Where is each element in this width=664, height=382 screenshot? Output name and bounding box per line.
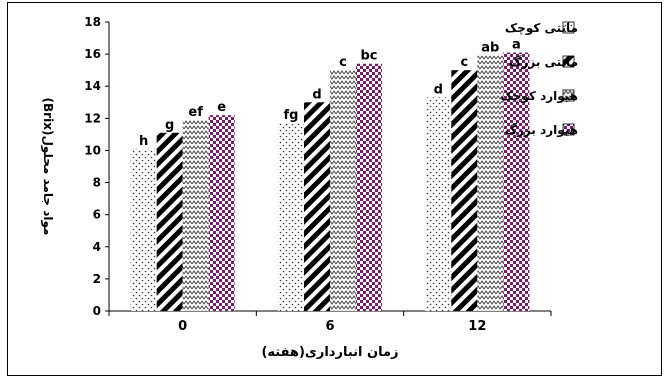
bar-1-cat-0	[130, 148, 157, 311]
legend-swatch-2	[562, 55, 575, 68]
bar-3-cat-0	[182, 119, 209, 311]
x-tick-label: 6	[325, 319, 334, 334]
bar-1-cat-12	[425, 97, 452, 311]
bar-data-label: g	[165, 118, 174, 133]
y-tick-label: 8	[93, 176, 101, 190]
bar-data-label: bc	[360, 49, 377, 64]
y-tick-label: 2	[93, 272, 101, 286]
bar-2-cat-6	[304, 102, 330, 312]
legend-swatch-3	[562, 89, 575, 102]
bar-data-label: fg	[284, 108, 299, 123]
y-tick-label: 6	[93, 208, 101, 222]
x-axis-title: زمان انبارداری(هفته)	[261, 345, 398, 360]
bar-2-cat-12	[451, 70, 478, 312]
bar-2-cat-0	[156, 132, 183, 311]
bar-3-cat-6	[330, 70, 356, 312]
bar-data-label: d	[312, 87, 321, 102]
y-tick-label: 14	[84, 79, 101, 93]
legend-label-3: هیوارد کوچک	[500, 89, 578, 104]
bar-1-cat-6	[278, 123, 304, 312]
legend-swatch-4	[562, 123, 575, 136]
x-tick-label: 12	[468, 319, 486, 334]
bar-data-label: e	[217, 100, 226, 115]
legend-label-4: هیوارد بزرگ	[505, 122, 578, 138]
bar-data-label: d	[434, 82, 443, 97]
bar-data-label: a	[512, 38, 521, 53]
y-tick-label: 16	[84, 47, 101, 61]
bar-4-cat-6	[356, 63, 382, 311]
chart-legend: مانتی کوچک مانتی بزرگ هیوارد کوچک هیوارد بز…	[500, 21, 578, 138]
bar-4-cat-12	[503, 52, 530, 311]
legend-label-2: مانتی بزرگ	[509, 54, 578, 69]
bar-data-label: c	[339, 55, 347, 70]
legend-label-1: مانتی کوچک	[505, 21, 578, 36]
bar-4-cat-0	[208, 115, 235, 311]
y-tick-label: 12	[84, 111, 101, 125]
bar-data-label: ab	[481, 41, 499, 56]
y-tick-label: 0	[93, 304, 101, 318]
y-axis-title: مواد جامد محلول(Brix)	[40, 98, 55, 236]
bar-data-label: c	[460, 55, 468, 70]
legend-swatch-1	[562, 21, 575, 34]
bar-3-cat-12	[477, 55, 504, 311]
bar-data-label: ef	[188, 105, 203, 120]
y-tick-label: 10	[84, 143, 101, 157]
y-tick-label: 18	[84, 15, 101, 29]
bar-data-label: h	[139, 134, 148, 149]
x-tick-label: 0	[178, 319, 187, 334]
y-tick-label: 4	[93, 240, 101, 254]
